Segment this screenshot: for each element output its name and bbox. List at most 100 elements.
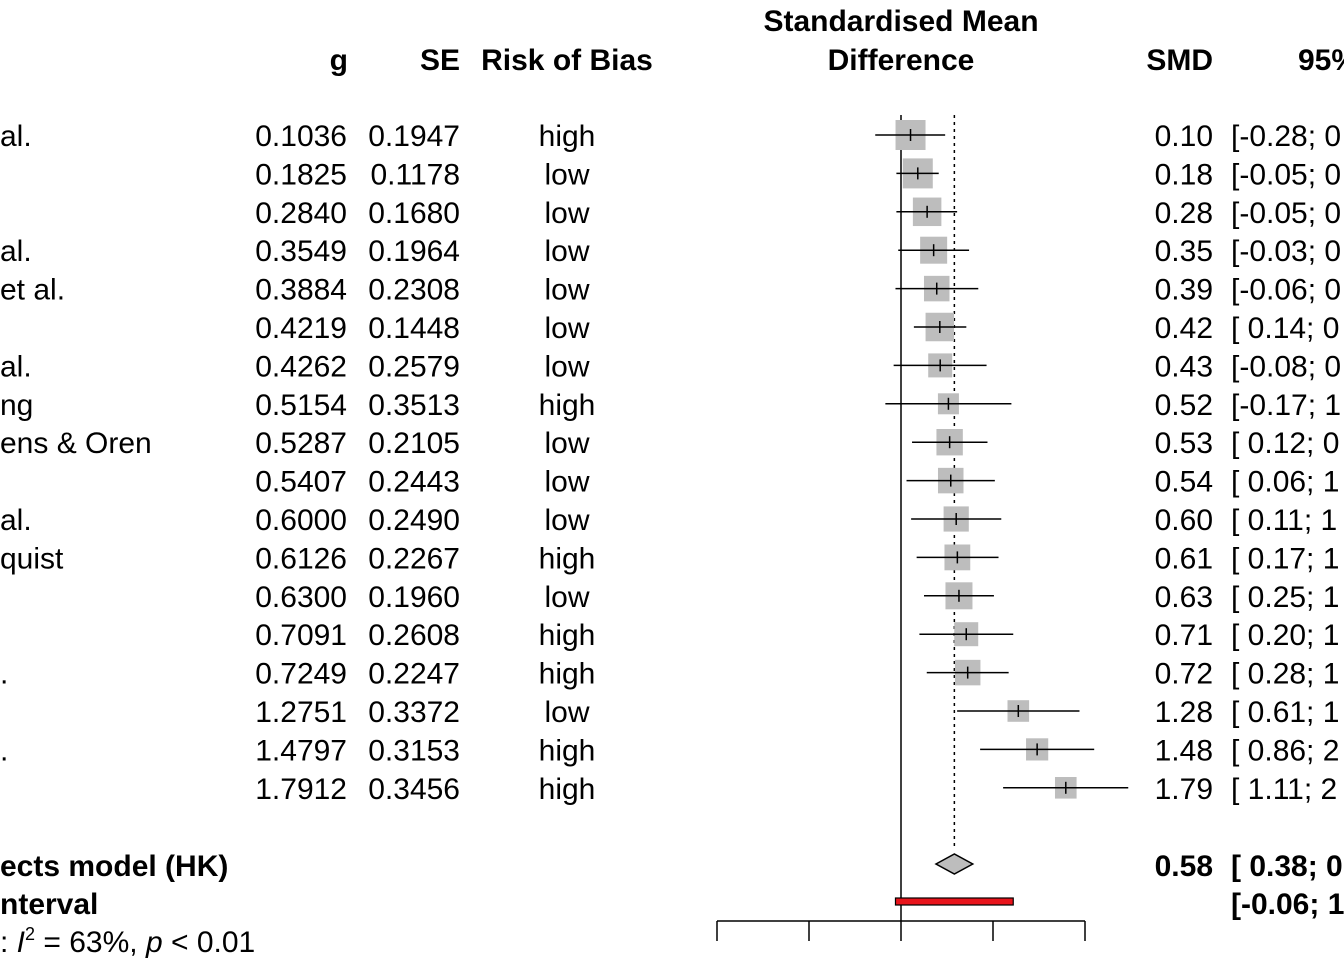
study-ci: [-0.05; 0 bbox=[1231, 158, 1341, 191]
study-g: 0.7091 bbox=[255, 619, 347, 652]
prediction-interval-label: nterval bbox=[0, 888, 98, 921]
study-ci: [ 0.61; 1 bbox=[1231, 696, 1339, 729]
study-risk-of-bias: low bbox=[544, 466, 589, 499]
study-ci: [ 0.06; 1 bbox=[1231, 466, 1339, 499]
random-effects-label: ects model (HK) bbox=[0, 850, 228, 883]
study-se: 0.1964 bbox=[368, 235, 460, 268]
study-ci: [ 1.11; 2 bbox=[1231, 773, 1337, 806]
study-ci: [-0.17; 1 bbox=[1231, 389, 1341, 422]
study-label: quist bbox=[0, 542, 64, 575]
study-label: ens & Oren bbox=[0, 427, 152, 460]
study-risk-of-bias: low bbox=[544, 427, 589, 460]
header-smd-title-line1: Standardised Mean bbox=[763, 5, 1038, 38]
study-smd: 0.54 bbox=[1155, 466, 1213, 499]
study-smd: 0.35 bbox=[1155, 235, 1213, 268]
study-risk-of-bias: high bbox=[539, 619, 596, 652]
study-se: 0.2308 bbox=[368, 274, 460, 307]
study-ci: [-0.06; 0 bbox=[1231, 274, 1341, 307]
study-smd: 0.10 bbox=[1155, 120, 1213, 153]
study-ci: [ 0.14; 0 bbox=[1231, 312, 1339, 345]
study-ci: [ 0.12; 0 bbox=[1231, 427, 1339, 460]
study-g: 0.5407 bbox=[255, 466, 347, 499]
study-label: ng bbox=[0, 389, 33, 422]
header-risk-of-bias: Risk of Bias bbox=[481, 44, 653, 77]
study-label: al. bbox=[0, 350, 32, 383]
pooled-ci: [ 0.38; 0 bbox=[1231, 850, 1343, 883]
study-se: 0.1178 bbox=[370, 158, 460, 191]
study-se: 0.1960 bbox=[368, 581, 460, 614]
study-se: 0.2490 bbox=[368, 504, 460, 537]
header-se: SE bbox=[420, 44, 460, 77]
study-ci: [ 0.11; 1 bbox=[1231, 504, 1337, 537]
study-smd: 0.42 bbox=[1155, 312, 1213, 345]
study-g: 0.4262 bbox=[255, 350, 347, 383]
study-ci: [-0.08; 0 bbox=[1231, 350, 1341, 383]
pooled-diamond bbox=[934, 853, 975, 875]
study-risk-of-bias: high bbox=[539, 658, 596, 691]
study-smd: 0.28 bbox=[1155, 197, 1213, 230]
study-label: al. bbox=[0, 504, 32, 537]
header-smd: SMD bbox=[1146, 44, 1213, 77]
study-risk-of-bias: low bbox=[544, 350, 589, 383]
study-g: 0.5154 bbox=[255, 389, 347, 422]
heterogeneity-text: : I2 = 63%, p < 0.01 bbox=[0, 924, 255, 959]
study-g: 0.1825 bbox=[255, 158, 347, 191]
study-se: 0.1448 bbox=[368, 312, 460, 345]
study-rows: al. 0.1036 0.1947 high 0.10 [-0.28; 0 0.1825 0.… bbox=[0, 120, 1341, 806]
plot-marks bbox=[716, 115, 1129, 941]
study-se: 0.1680 bbox=[368, 197, 460, 230]
study-g: 0.6300 bbox=[255, 581, 347, 614]
study-smd: 1.28 bbox=[1155, 696, 1213, 729]
study-se: 0.2267 bbox=[368, 542, 460, 575]
study-se: 0.2608 bbox=[368, 619, 460, 652]
study-label: . bbox=[0, 658, 8, 691]
study-risk-of-bias: low bbox=[544, 312, 589, 345]
prediction-interval-bar bbox=[894, 897, 1014, 906]
study-smd: 1.48 bbox=[1155, 734, 1213, 767]
study-smd: 0.61 bbox=[1155, 542, 1213, 575]
study-se: 0.2443 bbox=[368, 466, 460, 499]
study-se: 0.1947 bbox=[368, 120, 460, 153]
study-smd: 0.72 bbox=[1155, 658, 1213, 691]
study-se: 0.3513 bbox=[368, 389, 460, 422]
study-smd: 0.52 bbox=[1155, 389, 1213, 422]
study-g: 1.4797 bbox=[255, 734, 347, 767]
study-se: 0.2105 bbox=[368, 427, 460, 460]
study-smd: 0.63 bbox=[1155, 581, 1213, 614]
study-ci: [ 0.17; 1 bbox=[1231, 542, 1339, 575]
header-ci: 95% bbox=[1298, 44, 1344, 77]
study-risk-of-bias: high bbox=[539, 542, 596, 575]
header-smd-title-line2: Difference bbox=[828, 44, 975, 77]
prediction-interval-ci: [-0.06; 1 bbox=[1231, 888, 1344, 921]
study-ci: [ 0.28; 1 bbox=[1231, 658, 1339, 691]
study-ci: [ 0.20; 1 bbox=[1231, 619, 1339, 652]
study-risk-of-bias: low bbox=[544, 504, 589, 537]
study-g: 0.1036 bbox=[255, 120, 347, 153]
study-label: al. bbox=[0, 120, 32, 153]
study-label: et al. bbox=[0, 274, 65, 307]
study-se: 0.2579 bbox=[368, 350, 460, 383]
study-smd: 0.60 bbox=[1155, 504, 1213, 537]
study-smd: 0.18 bbox=[1155, 158, 1213, 191]
study-g: 1.2751 bbox=[255, 696, 347, 729]
study-ci: [ 0.86; 2 bbox=[1231, 734, 1339, 767]
study-g: 0.6126 bbox=[255, 542, 347, 575]
study-risk-of-bias: high bbox=[539, 389, 596, 422]
study-g: 0.7249 bbox=[255, 658, 347, 691]
study-ci: [-0.03; 0 bbox=[1231, 235, 1341, 268]
study-ci: [-0.05; 0 bbox=[1231, 197, 1341, 230]
study-g: 0.5287 bbox=[255, 427, 347, 460]
study-risk-of-bias: low bbox=[544, 274, 589, 307]
study-risk-of-bias: high bbox=[539, 120, 596, 153]
study-se: 0.2247 bbox=[368, 658, 460, 691]
study-se: 0.3153 bbox=[368, 734, 460, 767]
study-smd: 1.79 bbox=[1155, 773, 1213, 806]
study-risk-of-bias: low bbox=[544, 197, 589, 230]
study-smd: 0.39 bbox=[1155, 274, 1213, 307]
study-smd: 0.71 bbox=[1155, 619, 1213, 652]
study-risk-of-bias: low bbox=[544, 235, 589, 268]
study-se: 0.3456 bbox=[368, 773, 460, 806]
study-ci: [ 0.25; 1 bbox=[1231, 581, 1339, 614]
study-smd: 0.53 bbox=[1155, 427, 1213, 460]
